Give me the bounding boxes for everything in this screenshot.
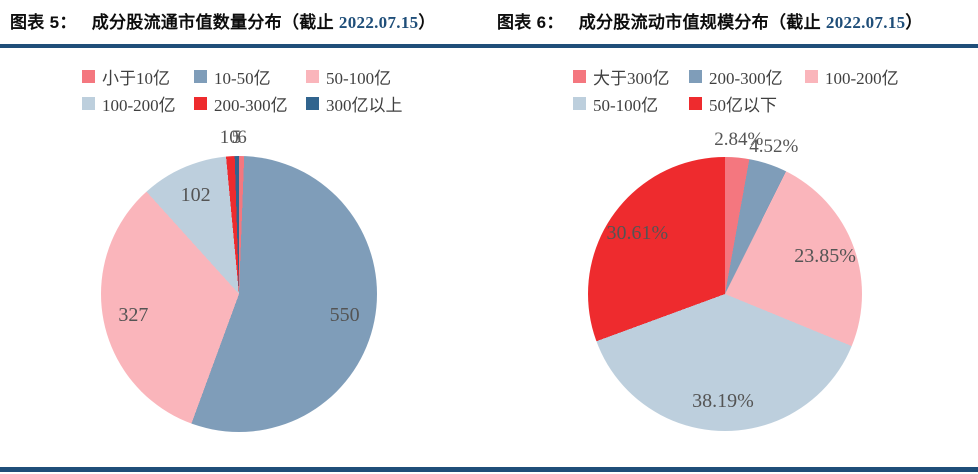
data-label-100-200亿: 23.85% [794,245,856,268]
figure6-label: 图表 6： [497,13,564,32]
legend-swatch-icon [689,70,702,83]
data-label-200-300亿: 10 [219,127,239,149]
figure6-heading-close: ） [905,13,923,32]
legend-label: 大于300亿 [593,69,670,88]
legend-label: 100-200亿 [102,96,176,115]
legend-swatch-icon [306,70,319,83]
figure5-heading: 成分股流通市值数量分布（截止 [91,13,339,32]
figure6-title: 图表 6： 成分股流动市值规模分布（截止 2022.07.15） [497,8,923,33]
legend-swatch-icon [194,70,207,83]
legend-label: 50-100亿 [593,96,659,115]
data-label-小于10亿: 6 [237,127,247,149]
legend-item-50-100亿: 50-100亿 [573,90,689,117]
data-label-10-50亿: 550 [329,303,360,326]
legend-item-50亿以下: 50亿以下 [689,90,805,117]
legend-label: 50-100亿 [326,69,392,88]
legend-swatch-icon [82,70,95,83]
figure6-heading: 成分股流动市值规模分布（截止 [578,13,826,32]
legend-item-300亿以上: 300亿以上 [306,90,418,117]
legend-swatch-icon [82,97,95,110]
figure5-date: 2022.07.15 [338,13,419,32]
figure6-date: 2022.07.15 [825,13,906,32]
legend-label: 100-200亿 [825,69,899,88]
data-label-300亿以上: 5 [231,127,242,149]
legend-swatch-icon [573,97,586,110]
legend-swatch-icon [805,70,818,83]
data-label-50-100亿: 38.19% [692,389,754,412]
figure6-legend: 大于300亿 200-300亿 100-200亿 50-100亿 50亿以下 [573,63,939,117]
legend-swatch-icon [573,70,586,83]
data-label-50亿以下: 30.61% [606,221,669,244]
figure5-title: 图表 5： 成分股流通市值数量分布（截止 2022.07.15） [10,8,436,33]
legend-label: 200-300亿 [709,69,783,88]
legend-item-200-300亿: 200-300亿 [689,63,805,90]
legend-swatch-icon [306,97,319,110]
legend-label: 小于10亿 [102,69,170,88]
legend-item-100-200亿: 100-200亿 [82,90,194,117]
legend-label: 10-50亿 [214,69,271,88]
legend-label: 50亿以下 [709,96,777,115]
figure5-heading-close: ） [418,13,436,32]
data-label-50-100亿: 327 [118,303,149,326]
figure5-label: 图表 5： [10,13,77,32]
legend-item-小于10亿: 小于10亿 [82,63,194,90]
legend-item-10-50亿: 10-50亿 [194,63,306,90]
data-label-200-300亿: 4.52% [749,136,799,158]
bottom-divider-rule [0,467,978,472]
figure5-pie-chart [101,156,377,432]
data-label-100-200亿: 102 [180,184,211,207]
legend-label: 200-300亿 [214,96,288,115]
figure5-legend: 小于10亿 10-50亿 50-100亿 100-200亿 200-300亿 300亿以上 [82,63,430,117]
legend-swatch-icon [689,97,702,110]
data-label-大于300亿: 2.84% [714,128,764,150]
legend-item-100-200亿: 100-200亿 [805,63,921,90]
legend-item-200-300亿: 200-300亿 [194,90,306,117]
legend-label: 300亿以上 [326,96,403,115]
legend-item-50-100亿: 50-100亿 [306,63,418,90]
legend-item-大于300亿: 大于300亿 [573,63,689,90]
top-divider-rule [0,44,978,48]
figure6-pie-chart [588,157,862,431]
legend-swatch-icon [194,97,207,110]
